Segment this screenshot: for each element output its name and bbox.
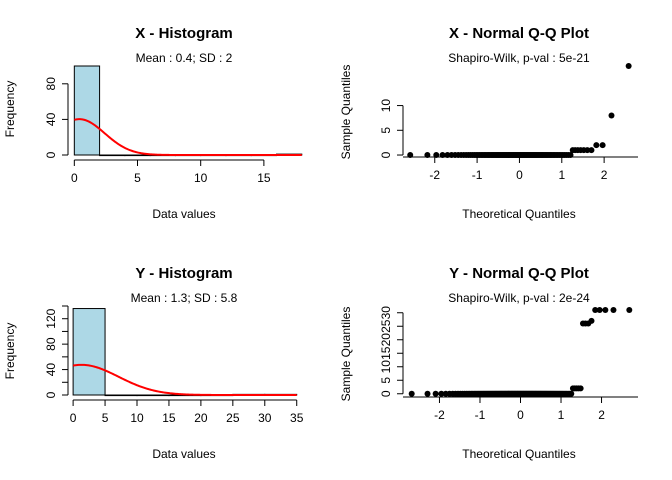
- y-qq-y-tick-label: 15: [379, 346, 393, 360]
- panel-x-histogram: X - Histogram Mean : 0.4; SD : 2 Data va…: [3, 25, 303, 221]
- y-qq-x-tick-label: -1: [475, 408, 486, 422]
- y-hist-x-tick-label: 30: [258, 411, 272, 425]
- y-hist-y-tick-label: 120: [44, 308, 58, 328]
- x-qq-y-tick-label: 5: [379, 127, 393, 134]
- x-hist-plot: 0 5 10 15 0 40 80: [44, 65, 303, 185]
- panel-x-qq: X - Normal Q-Q Plot Shapiro-Wilk, p-val …: [339, 25, 638, 221]
- y-qq-x-tick-label: 2: [598, 408, 605, 422]
- y-qq-point: [592, 307, 599, 314]
- x-qq-x-tick-label: 0: [516, 168, 523, 182]
- y-qq-point: [568, 390, 575, 397]
- y-qq-xlabel: Theoretical Quantiles: [462, 447, 575, 461]
- y-qq-x-tick-label: 1: [558, 408, 565, 422]
- x-qq-x-tick-label: 2: [601, 168, 608, 182]
- x-qq-x-tick-label: -2: [429, 168, 440, 182]
- y-hist-bar: [104, 394, 138, 397]
- y-qq-point: [588, 317, 595, 324]
- x-qq-plot: -2 -1 0 1 2 0 5 10: [379, 63, 638, 182]
- y-qq-y-tick-label: 5: [379, 377, 393, 384]
- y-qq-subtitle: Shapiro-Wilk, p-val : 2e-24: [448, 291, 590, 305]
- x-hist-y-tick-label: 40: [44, 112, 58, 126]
- panel-y-qq: Y - Normal Q-Q Plot Shapiro-Wilk, p-val …: [339, 265, 638, 461]
- x-hist-ylabel: Frequency: [3, 81, 17, 138]
- y-hist-x-tick-label: 0: [70, 411, 77, 425]
- y-qq-x-tick-label: -2: [434, 408, 445, 422]
- y-hist-x-tick-label: 25: [226, 411, 240, 425]
- y-hist-ylabel: Frequency: [3, 323, 17, 380]
- x-hist-subtitle: Mean : 0.4; SD : 2: [136, 51, 233, 65]
- x-hist-title: X - Histogram: [135, 25, 233, 42]
- y-qq-point: [596, 307, 603, 314]
- x-hist-x-tick-label: 5: [134, 171, 141, 185]
- y-hist-bar: [72, 308, 106, 396]
- y-hist-x-tick-label: 35: [290, 411, 304, 425]
- y-qq-ylabel: Sample Quantiles: [339, 307, 353, 402]
- y-hist-y-tick-label: 0: [44, 391, 58, 398]
- x-qq-point: [599, 142, 606, 149]
- y-hist-x-tick-label: 10: [130, 411, 144, 425]
- y-qq-x-tick-label: 0: [517, 408, 524, 422]
- x-hist-x-tick-label: 10: [194, 171, 208, 185]
- y-qq-point: [438, 390, 445, 397]
- x-hist-xlabel: Data values: [152, 207, 215, 221]
- x-qq-y-tick-label: 0: [379, 151, 393, 158]
- x-qq-subtitle: Shapiro-Wilk, p-val : 5e-21: [448, 51, 590, 65]
- x-qq-title: X - Normal Q-Q Plot: [449, 25, 589, 42]
- y-qq-point: [610, 307, 617, 314]
- x-hist-x-tick-label: 0: [71, 171, 78, 185]
- y-hist-bar: [136, 394, 170, 397]
- y-hist-x-tick-label: 5: [102, 411, 109, 425]
- y-hist-title: Y - Histogram: [135, 265, 232, 282]
- y-qq-point: [626, 307, 633, 314]
- x-qq-point: [584, 147, 591, 154]
- x-qq-x-tick-label: 1: [558, 168, 565, 182]
- x-hist-y-tick-label: 0: [44, 151, 58, 158]
- x-qq-point: [625, 63, 632, 69]
- y-hist-density-curve: [72, 363, 297, 396]
- y-hist-xlabel: Data values: [152, 447, 215, 461]
- y-qq-y-tick-label: 30: [379, 306, 393, 320]
- y-qq-y-tick-label: 20: [379, 333, 393, 347]
- y-qq-point: [408, 390, 415, 397]
- x-qq-point: [593, 142, 600, 149]
- panel-y-histogram: Y - Histogram Mean : 1.3; SD : 5.8 Data …: [3, 265, 304, 461]
- y-qq-point: [577, 385, 584, 392]
- y-qq-point: [424, 390, 431, 397]
- y-hist-y-tick-label: 40: [44, 363, 58, 377]
- x-hist-x-tick-label: 15: [257, 171, 271, 185]
- x-hist-bar: [99, 154, 126, 157]
- y-hist-x-tick-label: 15: [162, 411, 176, 425]
- y-qq-frame: [403, 298, 638, 397]
- x-qq-x-tick-label: -1: [472, 168, 483, 182]
- x-qq-point: [608, 112, 615, 119]
- y-hist-x-tick-label: 20: [194, 411, 208, 425]
- x-qq-xlabel: Theoretical Quantiles: [462, 207, 575, 221]
- y-hist-subtitle: Mean : 1.3; SD : 5.8: [131, 291, 238, 305]
- x-hist-density-curve: [74, 118, 302, 156]
- y-qq-point: [602, 307, 609, 314]
- y-qq-y-tick-label: 0: [379, 390, 393, 397]
- x-hist-y-tick-label: 80: [44, 77, 58, 91]
- y-qq-y-tick-label: 10: [379, 360, 393, 374]
- y-qq-title: Y - Normal Q-Q Plot: [449, 265, 589, 282]
- y-hist-y-tick-label: 80: [44, 337, 58, 351]
- x-qq-y-tick-label: 10: [379, 99, 393, 113]
- x-hist-bar: [124, 154, 151, 157]
- y-qq-y-tick-label: 25: [379, 319, 393, 333]
- x-hist-bar: [73, 65, 101, 156]
- y-qq-point: [432, 390, 439, 397]
- y-hist-plot: 0 5 10 15 20 25 30 35 0 40 80 120: [44, 305, 304, 425]
- x-qq-ylabel: Sample Quantiles: [339, 65, 353, 160]
- x-qq-point: [588, 147, 595, 154]
